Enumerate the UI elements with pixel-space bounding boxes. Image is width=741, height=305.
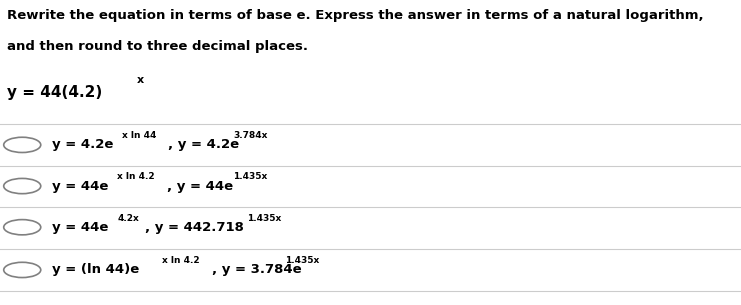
Text: y = (ln 44)e: y = (ln 44)e bbox=[52, 264, 139, 276]
Text: 3.784x: 3.784x bbox=[233, 131, 268, 140]
Text: x ln 4.2: x ln 4.2 bbox=[162, 256, 199, 265]
Text: 1.435x: 1.435x bbox=[233, 172, 267, 181]
Text: , y = 442.718: , y = 442.718 bbox=[145, 221, 244, 234]
Text: y = 44(4.2): y = 44(4.2) bbox=[7, 85, 103, 100]
Text: y = 4.2e: y = 4.2e bbox=[52, 138, 113, 151]
Text: x ln 4.2: x ln 4.2 bbox=[117, 172, 155, 181]
Text: , y = 44e: , y = 44e bbox=[167, 180, 233, 192]
Text: 4.2x: 4.2x bbox=[117, 214, 139, 223]
Text: y = 44e: y = 44e bbox=[52, 221, 108, 234]
Text: Rewrite the equation in terms of base e. Express the answer in terms of a natura: Rewrite the equation in terms of base e.… bbox=[7, 9, 704, 22]
Text: 1.435x: 1.435x bbox=[247, 214, 282, 223]
Text: and then round to three decimal places.: and then round to three decimal places. bbox=[7, 40, 308, 53]
Text: , y = 3.784e: , y = 3.784e bbox=[212, 264, 302, 276]
Text: x ln 44: x ln 44 bbox=[122, 131, 156, 140]
Text: 1.435x: 1.435x bbox=[285, 256, 319, 265]
Text: y = 44e: y = 44e bbox=[52, 180, 108, 192]
Text: x: x bbox=[137, 75, 144, 85]
Text: , y = 4.2e: , y = 4.2e bbox=[168, 138, 239, 151]
